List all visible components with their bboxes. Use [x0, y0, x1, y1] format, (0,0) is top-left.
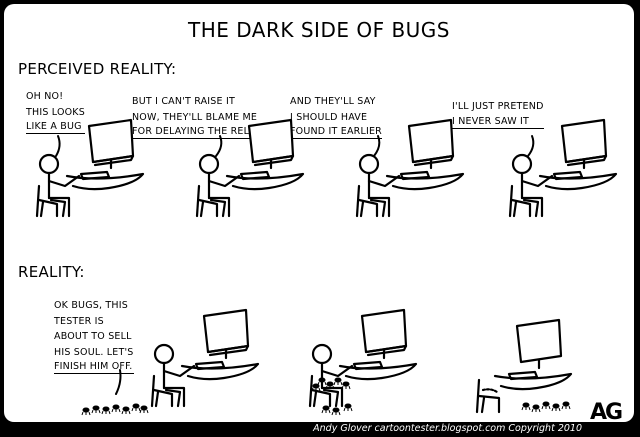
tester-at-desk-2 — [195, 118, 305, 218]
comic-title: THE DARK SIDE OF BUGS — [188, 18, 450, 42]
bubble-line: BUT I CAN'T RAISE IT — [132, 96, 235, 107]
bubble-line-underlined: FINISH HIM OFF. — [54, 361, 134, 374]
speech-bubble-cant-raise: BUT I CAN'T RAISE IT NOW, THEY'LL BLAME … — [132, 94, 275, 139]
bug-swarm-2 — [311, 377, 353, 416]
bubble-line: I'LL JUST PRETEND — [452, 101, 544, 112]
copyright-footer: Andy Glover cartoontester.blogspot.com C… — [313, 423, 582, 434]
bubble-line: OH NO! — [26, 91, 64, 102]
speech-bubble-bugs: OK BUGS, THIS TESTER IS ABOUT TO SELL HI… — [54, 298, 134, 374]
bubble-line-underlined: FOR DELAYING THE RELEASE — [132, 126, 275, 139]
tester-at-desk-1 — [35, 118, 145, 218]
bubble-line: NOW, THEY'LL BLAME ME — [132, 111, 258, 123]
bubble-line: ABOUT TO SELL — [54, 331, 132, 342]
speech-bubble-found-earlier: AND THEY'LL SAY I SHOULD HAVE FOUND IT E… — [290, 94, 382, 139]
bubble-line: THIS LOOKS — [26, 106, 85, 118]
bubble-line: OK BUGS, THIS — [54, 300, 129, 311]
bubble-line: I SHOULD HAVE — [290, 111, 368, 123]
comic-panel: THE DARK SIDE OF BUGS PERCEIVED REALITY:… — [4, 4, 634, 422]
section-perceived-reality: PERCEIVED REALITY: — [18, 60, 177, 78]
tester-eaten-by-bugs — [308, 308, 418, 408]
empty-desk — [475, 318, 573, 414]
bubble-line: AND THEY'LL SAY — [290, 96, 376, 107]
bubble-line-underlined: LIKE A BUG — [26, 120, 85, 134]
bubble-line: HIS SOUL. LET'S — [54, 346, 134, 358]
speech-tails — [55, 135, 535, 395]
bubble-line-underlined: FOUND IT EARLIER — [290, 126, 382, 139]
tester-at-desk-reality-1 — [150, 308, 260, 408]
bubble-line: TESTER IS — [54, 315, 104, 327]
speech-bubble-oh-no: OH NO! THIS LOOKS LIKE A BUG — [26, 89, 85, 134]
bug-swarm-1 — [81, 403, 149, 416]
section-reality: REALITY: — [18, 263, 85, 281]
bug-swarm-3 — [521, 401, 571, 413]
tester-at-desk-4 — [508, 118, 618, 218]
speech-bubble-pretend: I'LL JUST PRETEND I NEVER SAW IT — [452, 99, 544, 129]
tester-at-desk-3 — [355, 118, 465, 218]
comic-drawings — [35, 118, 618, 416]
artist-signature: AG — [590, 400, 623, 422]
bubble-line-underlined: I NEVER SAW IT — [452, 115, 544, 129]
